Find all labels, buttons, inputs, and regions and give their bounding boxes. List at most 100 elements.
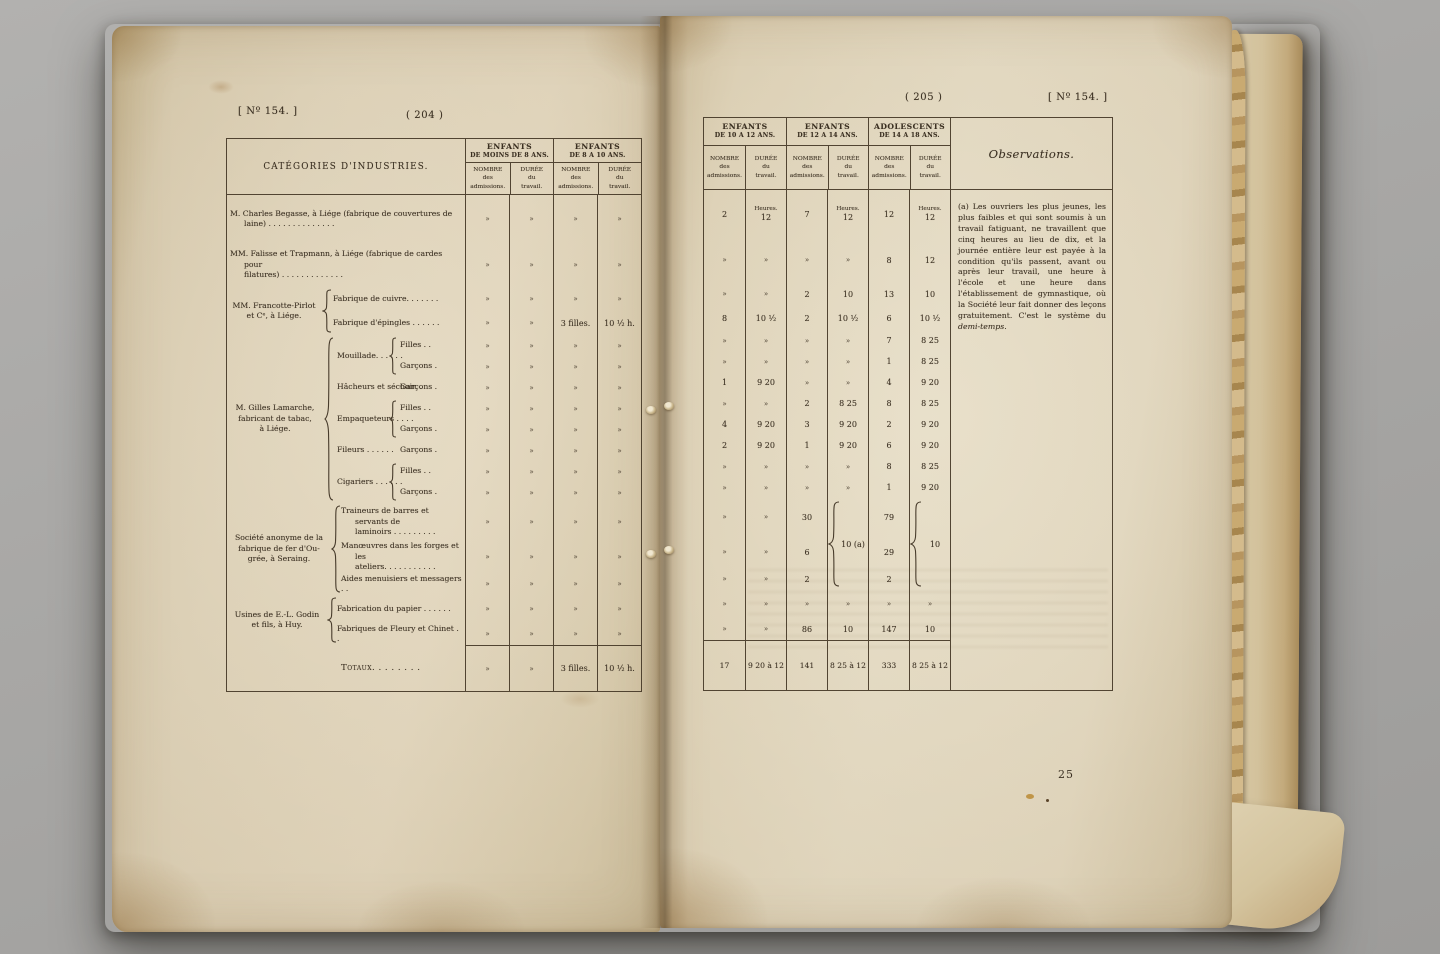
table-row: » » » » [227, 287, 641, 311]
cell-value: » [763, 600, 769, 608]
table-cell: » [704, 590, 745, 618]
cell-value: » [804, 378, 810, 387]
cell-value: » [485, 215, 490, 223]
totals-cell: 10 ¹⁄₂ h. [597, 645, 641, 691]
category-label-text: Aides menuisiers et messagers . . [341, 573, 462, 593]
cell-value: 8 [721, 313, 728, 323]
cell-value: » [573, 467, 578, 476]
subheader-nombre: NOMBRE des admissions. [871, 156, 907, 179]
subheader-nombre: NOMBRE des admissions. [789, 156, 825, 179]
table-cell: » [553, 595, 597, 623]
cell-value: » [722, 399, 727, 408]
table-cell: 10 [909, 618, 950, 640]
brace-icon [828, 498, 840, 590]
table-cell: » [745, 568, 786, 590]
brace-icon [331, 503, 341, 595]
cell-value: » [529, 488, 534, 497]
category-label: Hâcheurs et séchoir. . [337, 377, 437, 398]
table-row: » » » » 8 8 25 [704, 456, 1112, 477]
table-cell: » [827, 456, 868, 477]
cell-value: » [529, 425, 534, 434]
table-cell: 8 [868, 238, 909, 282]
cell-value: 10 [842, 289, 854, 299]
table-row: » » » » [227, 482, 641, 503]
table-cell: » [827, 477, 868, 498]
cell-value: 2 [804, 574, 810, 584]
table-cell: » [509, 623, 553, 645]
table-row: » » » » [227, 398, 641, 419]
cell-value: 6 [886, 441, 892, 450]
cell-value: » [529, 580, 534, 588]
table-cell: » [597, 482, 641, 503]
category-label: Garçons . [400, 356, 460, 377]
table-cell: 10 [827, 618, 868, 640]
table-cell: » [597, 195, 641, 243]
right-table-header: ENFANTS DE 10 A 12 ANS. NOMBRE des admis… [704, 118, 1112, 190]
table-cell: 2 [786, 282, 827, 306]
category-label-text: Empaqueteurs . . . . [337, 413, 414, 423]
cell-value: 13 [883, 289, 895, 299]
table-cell: Heures. 12 [827, 190, 868, 238]
table-cell: 10 [827, 282, 868, 306]
table-cell: 3 filles. [553, 311, 597, 335]
cell-value: » [529, 518, 534, 526]
subheader-row: NOMBRE des admissions. DURÉE du travail. [869, 146, 950, 189]
cell-value: » [722, 600, 727, 608]
doc-ref-right: [ Nº 154. ] [1048, 92, 1108, 103]
table-cell: 30 [786, 498, 827, 536]
totals-cell: 8 25 à 12 [909, 640, 950, 690]
cell-value: » [763, 290, 769, 298]
table-cell: » [553, 419, 597, 440]
category-label: MM. Falisse et Trapmann, à Liége (fabriq… [230, 243, 462, 287]
table-cell [909, 536, 950, 568]
group-line2: DE 8 A 10 ANS. [569, 152, 626, 159]
table-cell: » [704, 477, 745, 498]
table-cell: 2 [786, 306, 827, 330]
table-cell: » [509, 419, 553, 440]
table-cell: » [465, 243, 509, 287]
table-row: » » » » [227, 461, 641, 482]
category-label-text: MM. Francotte-Pirlot et Cᵉ, à Liége. [232, 300, 316, 320]
observations-note: (a) Les ouvriers les plus jeunes, les pl… [958, 202, 1106, 333]
table-row: » » » » 7 8 25 [704, 330, 1112, 351]
table-row: » » » » [227, 335, 641, 356]
cell-value: 333 [881, 660, 897, 670]
group-line1: ENFANTS [486, 142, 533, 151]
cell-value: » [617, 425, 622, 434]
cell-value: 8 25 à 12 [912, 660, 948, 670]
table-cell: » [553, 243, 597, 287]
cell-value: » [485, 295, 490, 303]
table-cell: 12 [909, 238, 950, 282]
table-row: » » » » 8 12 [704, 238, 1112, 282]
table-cell: 9 20 [909, 477, 950, 498]
subheader-duree: DURÉE du travail. [597, 163, 642, 194]
subheader-duree: DURÉE du travail. [909, 146, 951, 189]
cell-value: » [617, 518, 622, 526]
table-cell: » [745, 330, 786, 351]
table-cell: » [745, 477, 786, 498]
subheader-row: NOMBRE des admissions. DURÉE du travail. [554, 163, 641, 194]
cell-value: » [722, 357, 727, 366]
table-cell: » [509, 440, 553, 461]
cell-value: » [529, 341, 534, 350]
table-cell: » [704, 351, 745, 372]
header-group-title: ENFANTS DE 8 A 10 ANS. [554, 139, 641, 163]
cell-value: » [573, 605, 578, 613]
table-cell: » [597, 623, 641, 645]
table-cell: » [704, 568, 745, 590]
table-cell: » [465, 541, 509, 573]
cell-value: 8 [886, 255, 892, 265]
brace-icon [322, 287, 332, 335]
cell-value: » [845, 483, 851, 492]
cell-value: 17 [719, 660, 730, 670]
table-cell: » [465, 623, 509, 645]
cell-value: 9 20 [921, 378, 939, 387]
table-cell: » [553, 440, 597, 461]
cell-value: 12 [842, 213, 854, 223]
page-number-right: ( 205 ) [905, 92, 943, 103]
table-cell: » [597, 356, 641, 377]
table-cell: 29 [868, 536, 909, 568]
category-label-text: Garçons . [400, 445, 438, 455]
heures-label: Heures. [836, 205, 860, 212]
observations-spacer [950, 477, 1112, 498]
